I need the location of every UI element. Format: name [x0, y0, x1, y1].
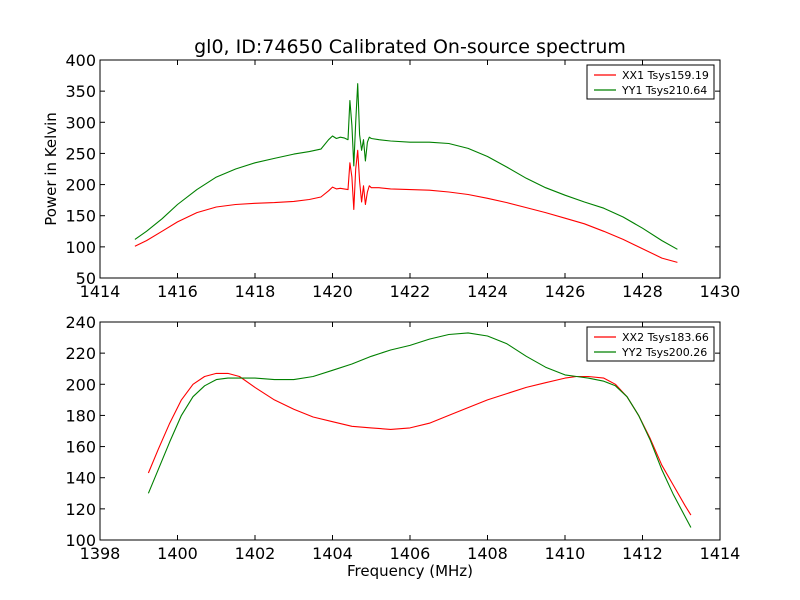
- x-tick-label: 1430: [700, 282, 741, 301]
- legend-label-2: YY1 Tsys210.64: [621, 84, 707, 97]
- y-tick-label: 50: [76, 269, 96, 288]
- y-tick-label: 240: [65, 313, 96, 332]
- y-tick-label: 220: [65, 344, 96, 363]
- series-line-2: [134, 83, 678, 250]
- x-tick-label: 1420: [312, 282, 353, 301]
- x-tick-label: 1428: [622, 282, 663, 301]
- x-tick-label: 1414: [700, 544, 741, 563]
- y-tick-label: 100: [65, 531, 96, 550]
- y-axis-label: Power in Kelvin: [42, 112, 60, 226]
- legend: XX1 Tsys159.19 YY1 Tsys210.64: [586, 64, 715, 100]
- x-tick-label: 1408: [467, 544, 508, 563]
- x-tick-label: 1402: [235, 544, 276, 563]
- top-subplot: 1414 1416 1418 1420 1422 1424 1426 1428 1430 50 10…: [42, 51, 740, 301]
- legend-box: [586, 64, 715, 100]
- y-tick-label: 100: [65, 238, 96, 257]
- x-tick-label: 1422: [390, 282, 431, 301]
- y-tick-label: 180: [65, 406, 96, 425]
- figure-title: gl0, ID:74650 Calibrated On-source spect…: [194, 36, 626, 58]
- y-tick-label: 120: [65, 500, 96, 519]
- legend-label-1: XX1 Tsys159.19: [622, 69, 709, 82]
- x-tick-label: 1400: [157, 544, 198, 563]
- x-axis-label: Frequency (MHz): [347, 562, 473, 580]
- x-tick-label: 1410: [545, 544, 586, 563]
- x-tick-label: 1398: [80, 544, 121, 563]
- y-tick-label: 400: [65, 51, 96, 70]
- y-tick-label: 160: [65, 438, 96, 457]
- y-tick-label: 200: [65, 375, 96, 394]
- legend-label-1: XX2 Tsys183.66: [622, 331, 709, 344]
- x-tick-label: 1414: [80, 282, 121, 301]
- y-tick-label: 300: [65, 113, 96, 132]
- y-tick-label: 140: [65, 469, 96, 488]
- bottom-subplot: 1398 1400 1402 1404 1406 1408 1410 1412 1414 100 1…: [65, 313, 740, 580]
- x-tick-label: 1404: [312, 544, 353, 563]
- x-tick-label: 1412: [622, 544, 663, 563]
- x-tick-label: 1406: [390, 544, 431, 563]
- legend-box: [586, 326, 715, 362]
- y-tick-label: 200: [65, 176, 96, 195]
- legend: XX2 Tsys183.66 YY2 Tsys200.26: [586, 326, 715, 362]
- legend-label-2: YY2 Tsys200.26: [621, 346, 707, 359]
- y-tick-label: 350: [65, 82, 96, 101]
- series-line-1: [134, 149, 678, 263]
- x-tick-label: 1418: [235, 282, 276, 301]
- x-tick-label: 1424: [467, 282, 508, 301]
- x-tick-label: 1426: [545, 282, 586, 301]
- y-tick-label: 250: [65, 144, 96, 163]
- x-tick-label: 1416: [157, 282, 198, 301]
- series-line-2: [147, 332, 692, 528]
- y-tick-label: 150: [65, 207, 96, 226]
